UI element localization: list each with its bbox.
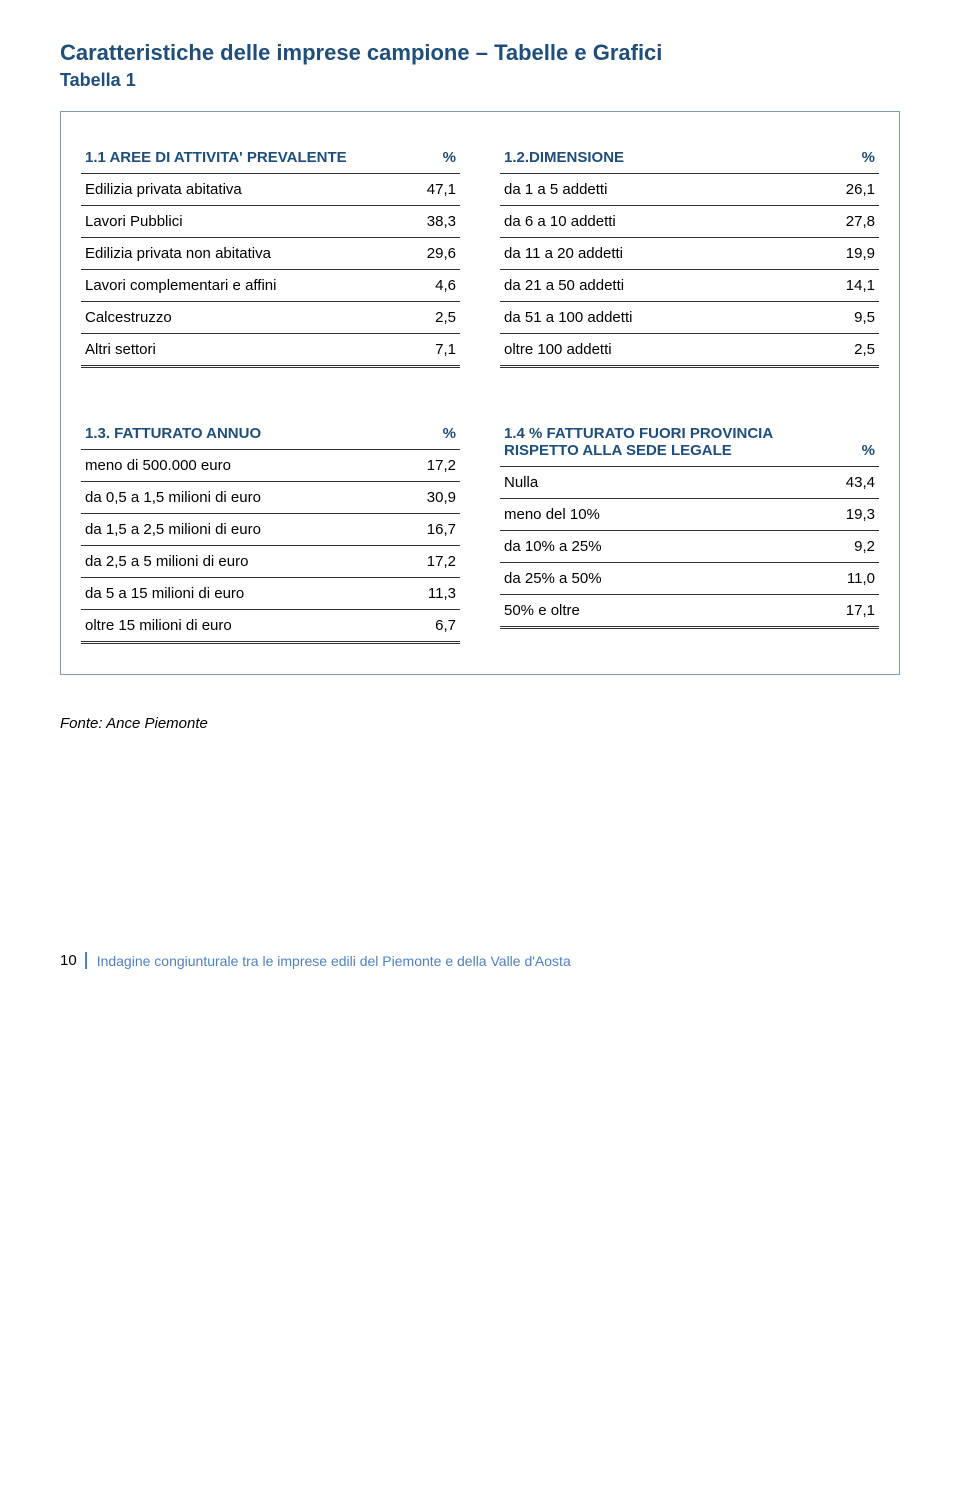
cell-label: da 51 a 100 addetti: [500, 302, 798, 334]
cell-value: 4,6: [414, 270, 460, 302]
cell-label: meno di 500.000 euro: [81, 450, 396, 482]
lower-grid: 1.3. FATTURATO ANNUO % meno di 500.000 e…: [81, 418, 879, 644]
cell-label: da 0,5 a 1,5 milioni di euro: [81, 482, 396, 514]
footer-text: Indagine congiunturale tra le imprese ed…: [97, 953, 571, 969]
cell-value: 27,8: [798, 206, 879, 238]
cell-label: da 6 a 10 addetti: [500, 206, 798, 238]
table-1-3-title: 1.3. FATTURATO ANNUO: [81, 418, 396, 450]
cell-value: 29,6: [414, 238, 460, 270]
page-number: 10: [60, 952, 87, 969]
cell-label: da 10% a 25%: [500, 531, 842, 563]
cell-value: 11,0: [842, 563, 879, 595]
page-footer: 10 Indagine congiunturale tra le imprese…: [60, 952, 900, 969]
table-1-4: 1.4 % FATTURATO FUORI PROVINCIA RISPETTO…: [500, 418, 879, 644]
cell-label: Nulla: [500, 467, 842, 499]
cell-value: 38,3: [414, 206, 460, 238]
cell-value: 2,5: [798, 334, 879, 367]
cell-label: da 5 a 15 milioni di euro: [81, 578, 396, 610]
cell-label: Calcestruzzo: [81, 302, 414, 334]
page-subtitle: Tabella 1: [60, 70, 900, 91]
cell-value: 9,5: [798, 302, 879, 334]
cell-value: 43,4: [842, 467, 879, 499]
cell-value: 17,2: [396, 450, 460, 482]
cell-label: da 11 a 20 addetti: [500, 238, 798, 270]
cell-label: meno del 10%: [500, 499, 842, 531]
cell-label: Lavori complementari e affini: [81, 270, 414, 302]
cell-label: Altri settori: [81, 334, 414, 367]
cell-value: 14,1: [798, 270, 879, 302]
cell-label: da 25% a 50%: [500, 563, 842, 595]
cell-label: Lavori Pubblici: [81, 206, 414, 238]
table-1-1-col2: %: [414, 142, 460, 174]
cell-value: 9,2: [842, 531, 879, 563]
cell-value: 17,2: [396, 546, 460, 578]
cell-label: oltre 100 addetti: [500, 334, 798, 367]
cell-value: 19,9: [798, 238, 879, 270]
cell-value: 2,5: [414, 302, 460, 334]
table-1-2-col2: %: [798, 142, 879, 174]
cell-label: Edilizia privata abitativa: [81, 174, 414, 206]
table-1-1-title: 1.1 AREE DI ATTIVITA' PREVALENTE: [81, 142, 414, 174]
cell-value: 47,1: [414, 174, 460, 206]
page-title: Caratteristiche delle imprese campione –…: [60, 40, 900, 66]
cell-label: Edilizia privata non abitativa: [81, 238, 414, 270]
cell-value: 6,7: [396, 610, 460, 643]
cell-label: da 1 a 5 addetti: [500, 174, 798, 206]
table-1-1: 1.1 AREE DI ATTIVITA' PREVALENTE % Edili…: [81, 142, 460, 368]
source-note: Fonte: Ance Piemonte: [60, 715, 900, 732]
cell-value: 7,1: [414, 334, 460, 367]
table-1-2-title: 1.2.DIMENSIONE: [500, 142, 798, 174]
cell-value: 17,1: [842, 595, 879, 628]
cell-label: 50% e oltre: [500, 595, 842, 628]
cell-label: da 1,5 a 2,5 milioni di euro: [81, 514, 396, 546]
cell-label: da 21 a 50 addetti: [500, 270, 798, 302]
table-1-4-col2: %: [842, 418, 879, 467]
cell-value: 11,3: [396, 578, 460, 610]
cell-value: 19,3: [842, 499, 879, 531]
upper-grid: 1.1 AREE DI ATTIVITA' PREVALENTE % Edili…: [81, 142, 879, 368]
cell-label: oltre 15 milioni di euro: [81, 610, 396, 643]
cell-value: 16,7: [396, 514, 460, 546]
table-1-3: 1.3. FATTURATO ANNUO % meno di 500.000 e…: [81, 418, 460, 644]
table-1-3-col2: %: [396, 418, 460, 450]
cell-value: 26,1: [798, 174, 879, 206]
table-1-4-title: 1.4 % FATTURATO FUORI PROVINCIA RISPETTO…: [500, 418, 842, 467]
tables-box: 1.1 AREE DI ATTIVITA' PREVALENTE % Edili…: [60, 111, 900, 675]
cell-label: da 2,5 a 5 milioni di euro: [81, 546, 396, 578]
table-1-2: 1.2.DIMENSIONE % da 1 a 5 addetti26,1 da…: [500, 142, 879, 368]
cell-value: 30,9: [396, 482, 460, 514]
